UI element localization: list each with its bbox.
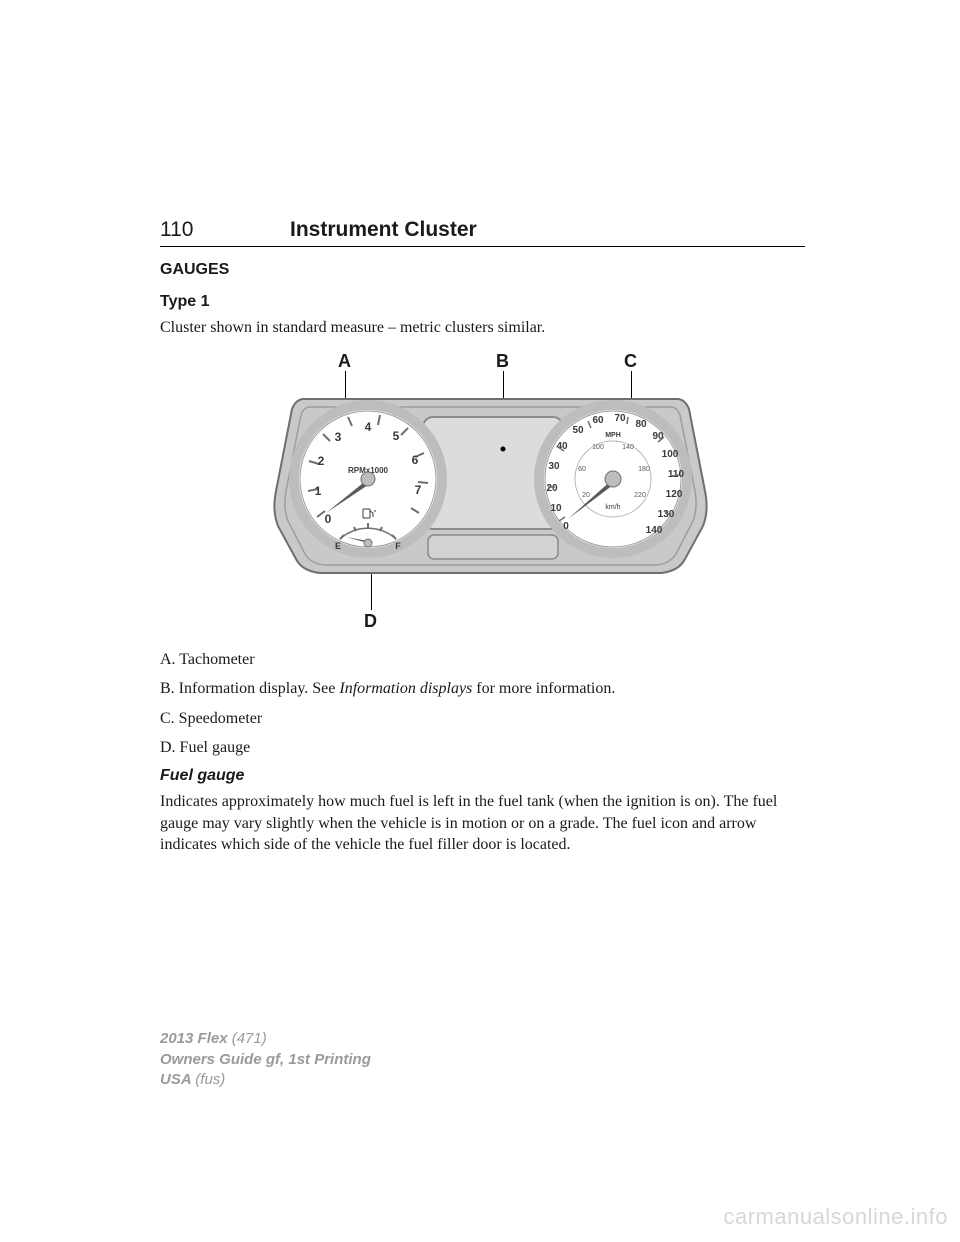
svg-text:10: 10 — [550, 503, 562, 514]
legend-b: B. Information display. See Information … — [160, 678, 805, 700]
legend-b-post: for more information. — [472, 680, 615, 697]
svg-text:140: 140 — [646, 525, 663, 536]
svg-text:0: 0 — [563, 521, 569, 532]
svg-text:60: 60 — [592, 415, 604, 426]
svg-text:50: 50 — [572, 425, 584, 436]
chapter-title: Instrument Cluster — [290, 218, 477, 242]
svg-text:0: 0 — [325, 512, 332, 526]
cluster-figure: A B C D — [268, 351, 713, 631]
svg-text:3: 3 — [335, 430, 342, 444]
callout-label-a: A — [338, 351, 351, 372]
callout-label-b: B — [496, 351, 509, 372]
svg-text:80: 80 — [635, 419, 647, 430]
svg-text:60: 60 — [578, 466, 586, 473]
svg-text:F: F — [395, 541, 401, 551]
intro-text: Cluster shown in standard measure – metr… — [160, 317, 805, 339]
svg-text:20: 20 — [582, 492, 590, 499]
svg-text:MPH: MPH — [605, 432, 621, 439]
instrument-cluster-svg: 0 1 2 3 4 5 6 7 RPMx1000 — [268, 391, 713, 591]
fuel-gauge-body: Indicates approximately how much fuel is… — [160, 791, 805, 856]
svg-text:90: 90 — [652, 431, 664, 442]
tachometer-gauge: 0 1 2 3 4 5 6 7 RPMx1000 — [294, 405, 442, 553]
svg-text:20: 20 — [546, 483, 558, 494]
footer-code2: (fus) — [195, 1071, 225, 1088]
svg-text:4: 4 — [365, 420, 372, 434]
legend-d: D. Fuel gauge — [160, 737, 805, 759]
footer-region: USA — [160, 1071, 195, 1088]
svg-text:110: 110 — [668, 469, 685, 480]
svg-text:5: 5 — [393, 429, 400, 443]
svg-text:140: 140 — [622, 444, 634, 451]
footer-guide: Owners Guide gf, 1st Printing — [160, 1050, 371, 1070]
watermark: carmanualsonline.info — [723, 1204, 948, 1230]
svg-text:120: 120 — [666, 489, 683, 500]
page-header: 110 Instrument Cluster — [160, 218, 805, 247]
footer-model: 2013 Flex — [160, 1030, 232, 1047]
svg-text:180: 180 — [638, 466, 650, 473]
lower-display-strip — [428, 535, 558, 559]
footer-code1: (471) — [232, 1030, 267, 1047]
svg-text:70: 70 — [614, 413, 626, 424]
fuel-gauge-heading: Fuel gauge — [160, 767, 805, 785]
legend-c: C. Speedometer — [160, 708, 805, 730]
page-footer: 2013 Flex (471) Owners Guide gf, 1st Pri… — [160, 1029, 371, 1090]
svg-text:100: 100 — [592, 444, 604, 451]
svg-text:220: 220 — [634, 492, 646, 499]
svg-text:130: 130 — [658, 509, 675, 520]
speedometer-gauge: 0 10 20 30 40 50 60 70 80 90 100 110 120… — [539, 405, 687, 553]
callout-label-c: C — [624, 351, 637, 372]
legend-a: A. Tachometer — [160, 649, 805, 671]
type-heading: Type 1 — [160, 293, 805, 311]
page-number: 110 — [160, 218, 290, 242]
svg-text:E: E — [335, 541, 341, 551]
svg-text:7: 7 — [415, 483, 422, 497]
callout-label-d: D — [364, 611, 377, 632]
manual-page: 110 Instrument Cluster GAUGES Type 1 Clu… — [0, 0, 960, 1242]
svg-text:30: 30 — [548, 461, 560, 472]
svg-text:1: 1 — [315, 484, 322, 498]
svg-text:6: 6 — [412, 453, 419, 467]
svg-text:km/h: km/h — [605, 504, 620, 511]
svg-text:2: 2 — [318, 454, 325, 468]
legend-b-pre: B. Information display. See — [160, 680, 339, 697]
section-heading: GAUGES — [160, 261, 805, 279]
legend-b-em: Information displays — [339, 680, 472, 697]
svg-text:100: 100 — [662, 449, 679, 460]
